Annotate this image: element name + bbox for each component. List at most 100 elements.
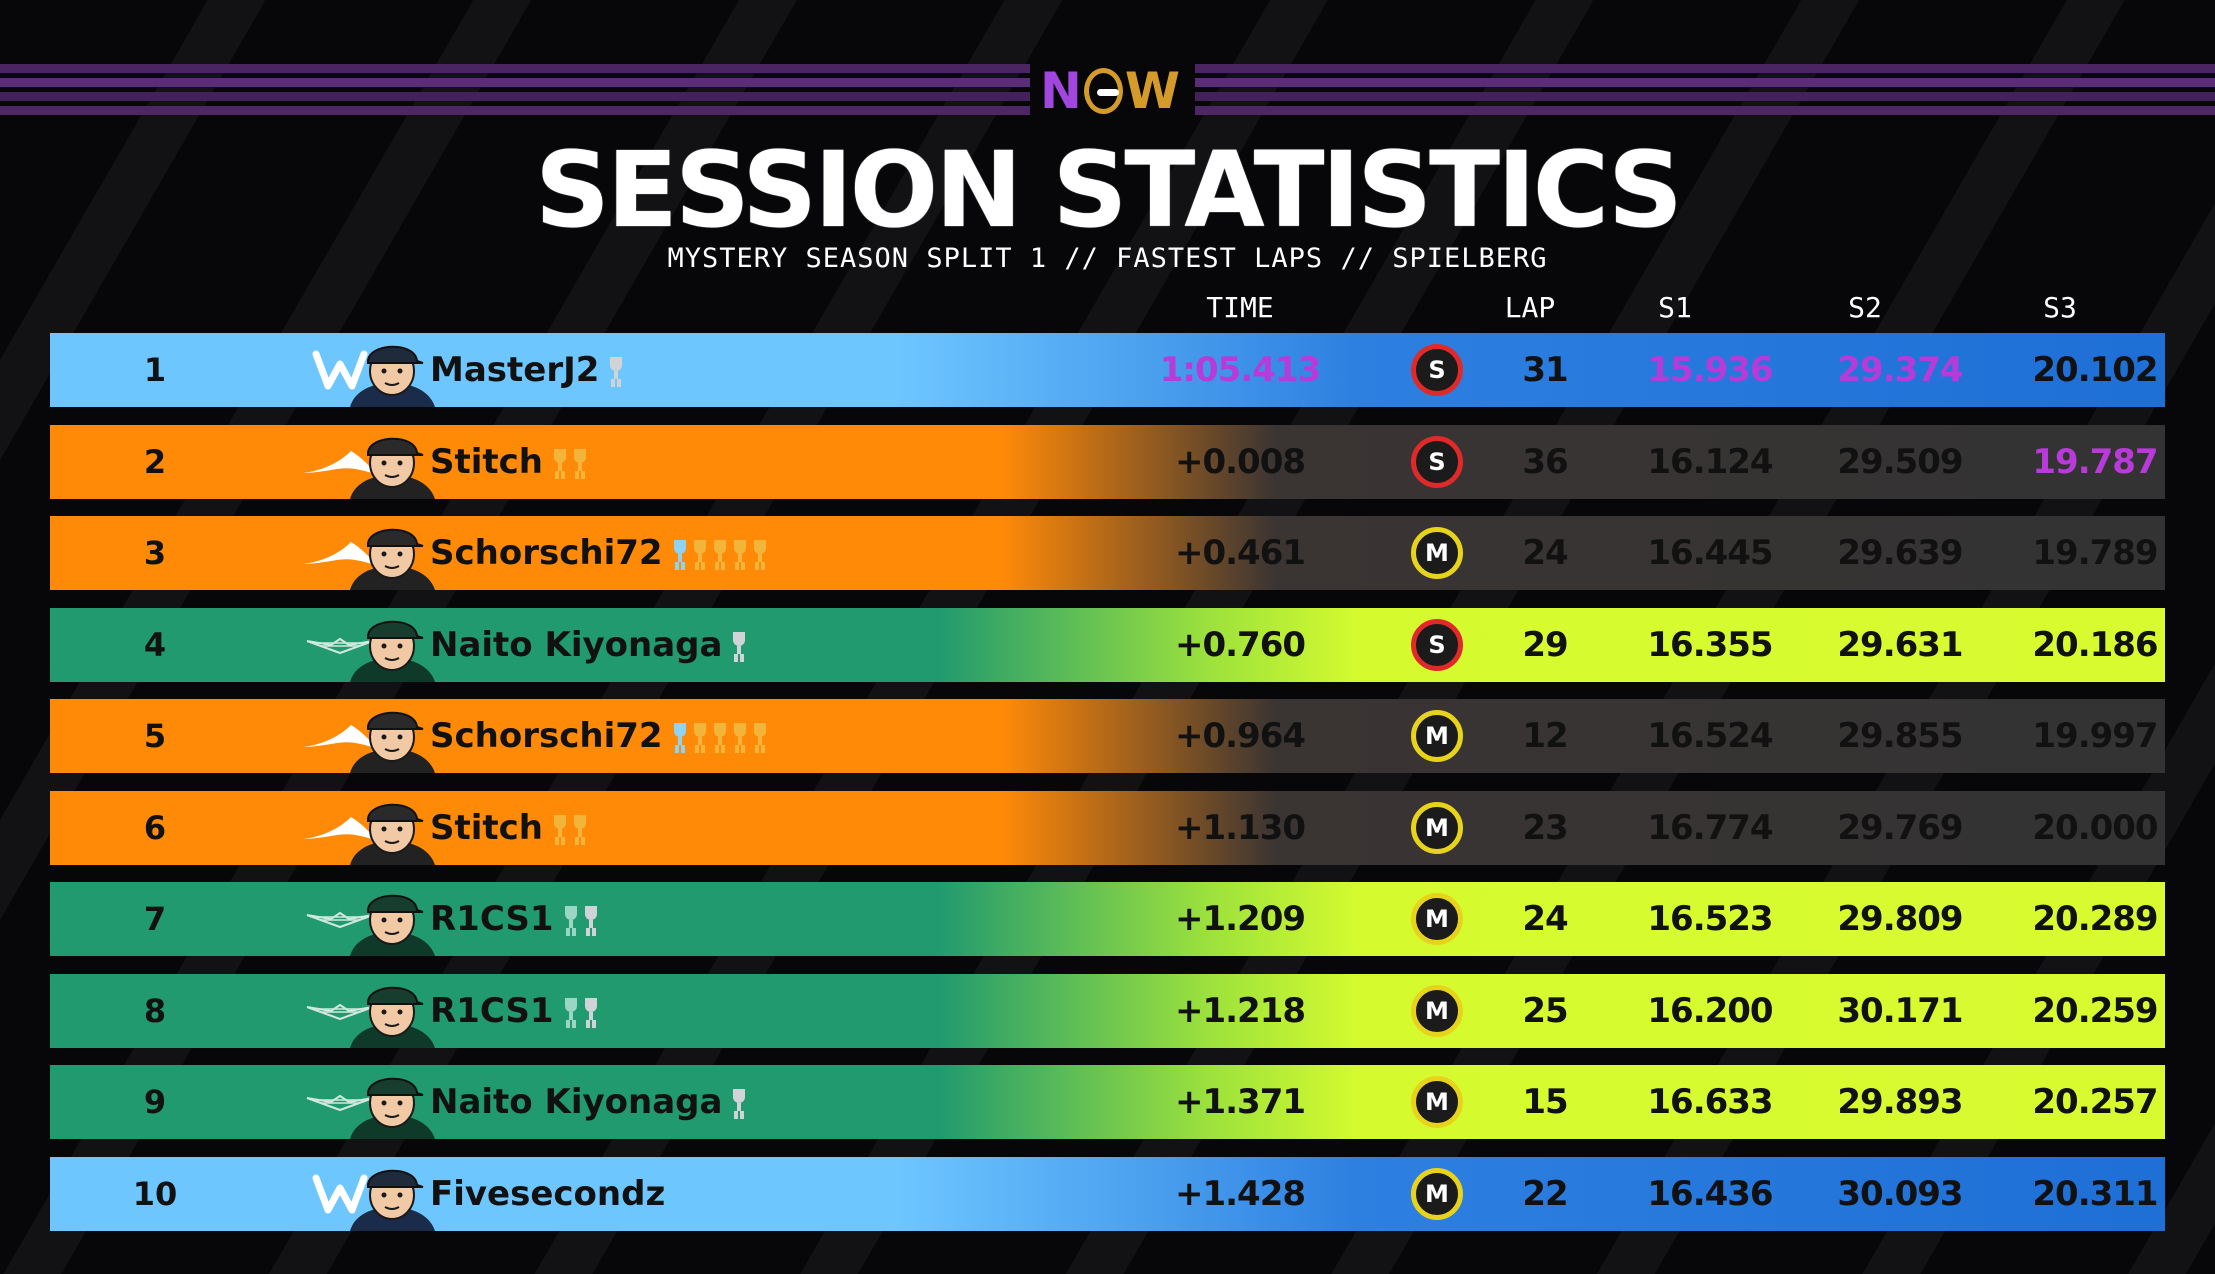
- trophy-icon: [564, 997, 578, 1024]
- sector-1-time: 16.124: [1647, 441, 1773, 482]
- trophy-list: [564, 906, 598, 932]
- lap-number: 29: [1522, 624, 1568, 665]
- trophy-icon: [584, 997, 598, 1024]
- trophy-icon: [609, 357, 623, 383]
- medium-tyre-icon: M: [1411, 1167, 1463, 1220]
- driver-name-label: Stitch: [430, 441, 544, 482]
- table-row: 6 Stitch +1.130 M 23 16.774 29.769 20.000: [50, 790, 2165, 865]
- medium-tyre-icon: M: [1411, 801, 1463, 854]
- table-row: 4 Naito Kiyonaga +0.760 S 29 16.355 29.631 20.1…: [50, 607, 2165, 682]
- soft-tyre-icon: S: [1411, 618, 1463, 671]
- driver-avatar: [335, 516, 450, 590]
- driver-name-label: MasterJ2: [430, 350, 600, 390]
- position-number: 3: [143, 534, 167, 572]
- trophy-icon: [584, 906, 598, 932]
- trophy-list: [732, 631, 746, 658]
- table-row: 5 Schorschi72 +0.964 M 12 16.524 29.855 19.997: [50, 699, 2165, 773]
- lap-time: +0.008: [1174, 441, 1306, 482]
- position-number: 1: [143, 351, 167, 389]
- lap-number: 24: [1522, 533, 1568, 573]
- trophy-icon: [553, 814, 567, 841]
- table-row: 10 Fivesecondz +1.428 M 22 16.436 30.093 20.311: [50, 1156, 2165, 1231]
- driver-name: Naito Kiyonaga: [430, 1082, 746, 1122]
- sector-2-time: 29.769: [1837, 807, 1963, 848]
- driver-name: Schorschi72: [430, 716, 767, 756]
- trophy-icon: [733, 723, 747, 749]
- sector-1-time: 16.524: [1647, 716, 1773, 756]
- trophy-icon: [713, 540, 727, 566]
- trophy-icon: [693, 540, 707, 566]
- sector-3-time: 20.311: [2032, 1173, 2158, 1214]
- trophy-list: [673, 723, 767, 749]
- sector-3-time: 19.789: [2032, 533, 2158, 573]
- page-subtitle: MYSTERY SEASON SPLIT 1 // FASTEST LAPS /…: [667, 243, 1548, 274]
- driver-name-label: R1CS1: [430, 990, 554, 1031]
- sector-3-time: 20.186: [2032, 624, 2158, 665]
- driver-avatar: [335, 425, 450, 499]
- trophy-icon: [732, 1089, 746, 1115]
- medium-tyre-icon: M: [1411, 893, 1463, 945]
- position-number: 6: [143, 808, 167, 847]
- driver-name-label: Naito Kiyonaga: [430, 1082, 723, 1122]
- table-row: 1 MasterJ2 1:05.413 S 31 15.936 29.374 20.102: [50, 333, 2165, 407]
- position-number: 7: [143, 900, 167, 938]
- position-number: 2: [143, 442, 167, 481]
- driver-name: Stitch: [430, 808, 587, 848]
- driver-name: Naito Kiyonaga: [430, 625, 746, 665]
- lap-number: 22: [1522, 1173, 1568, 1214]
- trophy-icon: [573, 448, 587, 475]
- trophy-icon: [573, 814, 587, 841]
- trophy-icon: [693, 723, 707, 749]
- driver-name-label: Stitch: [430, 807, 544, 848]
- top-decor-bar-left: [0, 64, 1030, 116]
- sector-2-time: 29.631: [1837, 624, 1963, 665]
- trophy-icon: [732, 631, 746, 658]
- column-header-time: TIME: [1206, 291, 1274, 324]
- sector-3-time: 20.257: [2032, 1082, 2158, 1122]
- trophy-list: [564, 997, 598, 1024]
- sector-2-time: 29.893: [1837, 1082, 1963, 1122]
- medium-tyre-icon: M: [1411, 527, 1463, 579]
- medium-tyre-icon: M: [1411, 1076, 1463, 1128]
- column-header-s3: S3: [2043, 291, 2077, 324]
- sector-1-time: 16.445: [1647, 533, 1773, 573]
- lap-number: 24: [1522, 899, 1568, 939]
- table-row: 8 R1CS1 +1.218 M 25 16.200 30.171 20.259: [50, 973, 2165, 1048]
- trophy-icon: [753, 540, 767, 566]
- driver-name-label: Naito Kiyonaga: [430, 624, 723, 665]
- lap-number: 23: [1522, 807, 1568, 848]
- trophy-list: [732, 1089, 746, 1115]
- medium-tyre-icon: M: [1411, 710, 1463, 762]
- lap-time: +1.428: [1174, 1173, 1306, 1214]
- trophy-list: [553, 814, 587, 841]
- sector-2-time: 29.639: [1837, 533, 1963, 573]
- lap-time: 1:05.413: [1159, 350, 1321, 390]
- driver-name-label: Schorschi72: [430, 533, 663, 573]
- trophy-list: [673, 540, 767, 566]
- sector-1-time: 16.200: [1647, 990, 1773, 1031]
- sector-2-time: 29.374: [1837, 350, 1963, 390]
- position-number: 10: [132, 1174, 178, 1213]
- lap-time: +1.130: [1174, 807, 1306, 848]
- lap-time: +0.461: [1174, 533, 1306, 573]
- sector-1-time: 16.436: [1647, 1173, 1773, 1214]
- trophy-icon: [733, 540, 747, 566]
- driver-avatar: [335, 882, 450, 956]
- williams-logo-icon: [260, 1157, 420, 1231]
- column-header-lap: LAP: [1504, 291, 1556, 324]
- sector-1-time: 16.774: [1647, 807, 1773, 848]
- driver-name: Stitch: [430, 442, 587, 482]
- sector-3-time: 19.787: [2032, 441, 2158, 482]
- lap-number: 25: [1522, 990, 1568, 1031]
- trophy-icon: [564, 906, 578, 932]
- position-number: 9: [143, 1083, 167, 1121]
- lap-time: +1.209: [1174, 899, 1306, 939]
- sector-2-time: 30.093: [1837, 1173, 1963, 1214]
- trophy-icon: [713, 723, 727, 749]
- table-row: 2 Stitch +0.008 S 36 16.124 29.509 19.787: [50, 424, 2165, 499]
- sector-3-time: 19.997: [2032, 716, 2158, 756]
- trophy-icon: [673, 723, 687, 749]
- mclaren-logo-icon: [260, 425, 420, 499]
- driver-avatar: [335, 1157, 450, 1231]
